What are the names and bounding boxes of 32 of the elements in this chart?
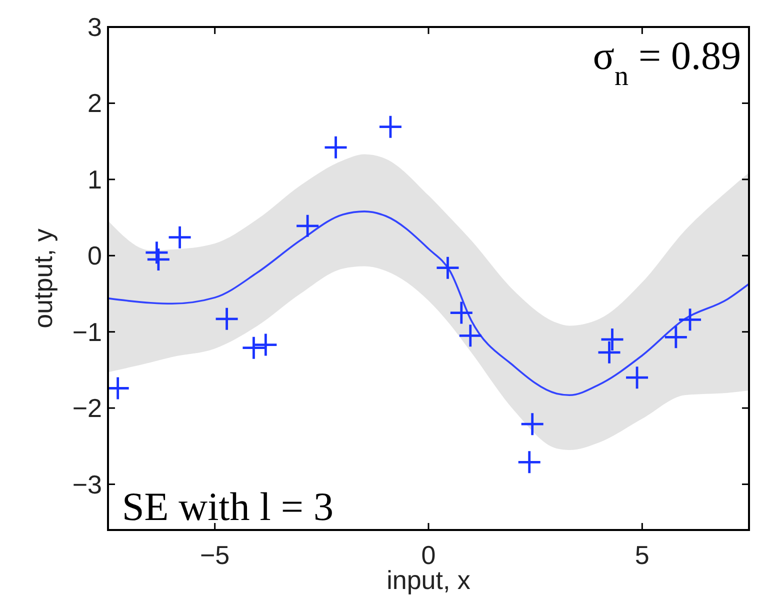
x-tick-label: −5 [200,540,230,570]
point [147,248,170,270]
x-tick-label: 5 [634,540,650,570]
y-tick-label: 2 [88,88,102,118]
point [459,324,482,347]
point [679,308,702,331]
annotation: σ$_{n}$ = 0.89 [592,33,741,92]
point [379,116,402,138]
y-tick-label: 0 [88,240,102,271]
point [216,308,238,330]
point [450,302,472,324]
point [108,377,129,400]
point [521,413,544,436]
point [598,341,620,364]
point [518,451,540,474]
y-tick-label: −2 [72,393,102,424]
point [168,226,191,248]
point [324,136,347,158]
y-tick-label: 1 [88,164,102,194]
y-tick-label: 3 [88,12,102,42]
point [664,326,687,348]
point [242,336,265,359]
point [254,334,277,356]
point [296,214,319,237]
y-tick-label: −1 [72,316,102,347]
y-axis-title: output, y [28,228,58,328]
point [436,256,459,279]
point [601,328,624,350]
line-series [108,210,749,396]
y-tick-label: −3 [72,469,102,500]
point [626,366,648,389]
annotation: SE with l = 3 [122,484,334,529]
